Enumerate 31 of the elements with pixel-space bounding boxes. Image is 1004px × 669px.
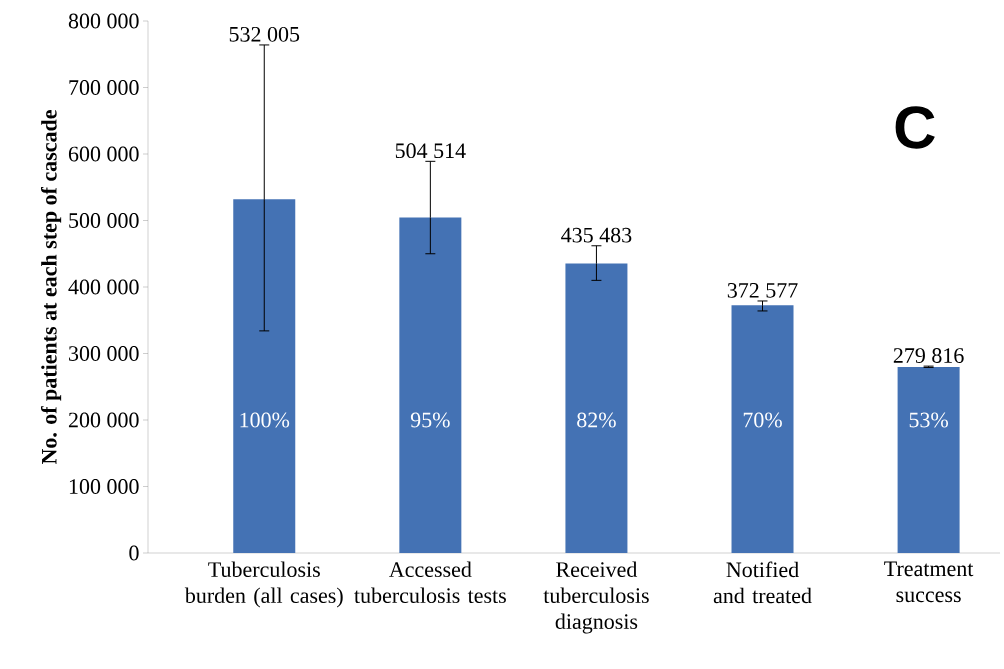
annotation: 372 577	[727, 282, 798, 298]
bar	[731, 305, 794, 553]
x-tick-label: Received tuberculosis diagnosis	[543, 561, 649, 634]
y-tick-label: 400 000	[68, 279, 139, 295]
y-tick-label: 700 000	[69, 80, 139, 95]
annotation: C	[895, 106, 935, 149]
y-tick-label: 0	[129, 545, 139, 561]
annotation: 82%	[577, 412, 616, 428]
y-tick-label: 600 000	[68, 146, 139, 162]
annotation: 100%	[240, 412, 290, 428]
bar	[233, 199, 296, 553]
annotation: 53%	[909, 412, 949, 428]
annotation: 532 005	[229, 26, 300, 42]
x-tick-label: Tuberculosis burden (all cases)	[184, 561, 343, 608]
x-tick-label: Accessed tuberculosis tests	[354, 561, 506, 603]
annotation: 435 483	[561, 227, 632, 243]
y-tick-label: 100 000	[69, 479, 139, 494]
y-tick-label: 500 000	[69, 213, 139, 228]
annotation: 70%	[743, 412, 782, 428]
bar	[399, 217, 462, 553]
x-tick-label: Notified and treated	[713, 561, 812, 604]
y-tick-label: 300 000	[69, 346, 139, 361]
y-tick-label: 200 000	[68, 412, 139, 428]
bar	[565, 263, 628, 553]
bar	[897, 366, 960, 553]
y-axis-title: No. of patients at each step of cascade	[40, 110, 62, 465]
annotation: 95%	[410, 412, 450, 428]
annotation: 504 514	[395, 143, 466, 159]
y-tick-label: 800 000	[68, 13, 139, 29]
annotation: 279 816	[893, 348, 964, 363]
x-tick-label: Treatment success	[884, 561, 974, 603]
